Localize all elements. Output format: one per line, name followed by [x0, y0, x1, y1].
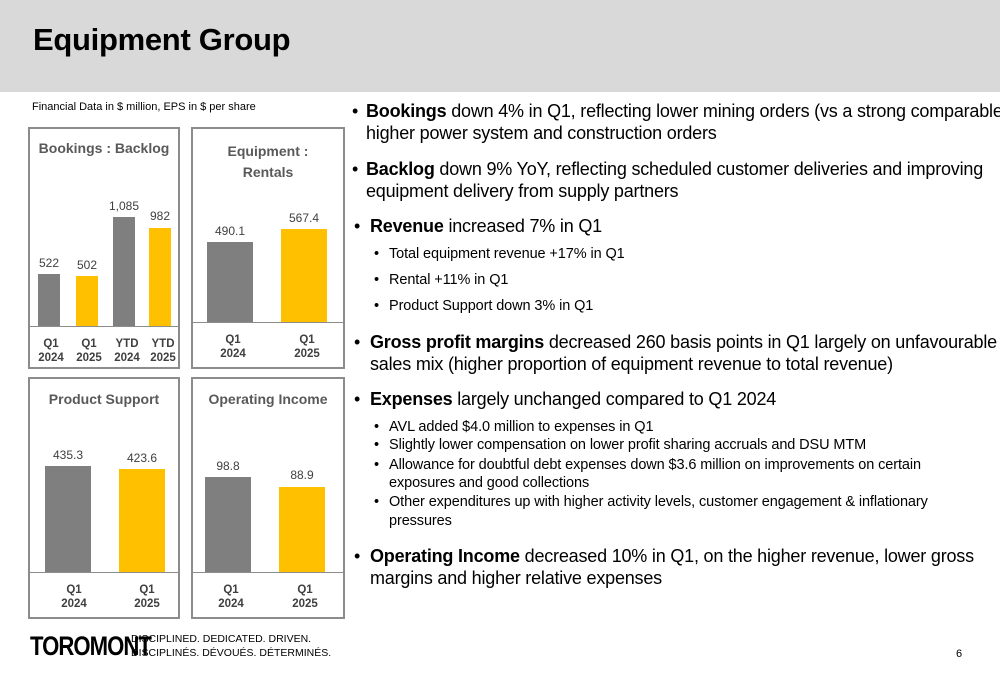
x-axis	[193, 572, 343, 573]
tagline-fr: DISCIPLINÉS. DÉVOUÉS. DÉTERMINÉS.	[131, 647, 332, 659]
value-label: 502	[76, 258, 98, 272]
category-label: Q1 2025	[134, 584, 160, 610]
x-axis	[193, 322, 343, 323]
product-support-chart: Product Support 435.3 423.6 Q1 2024 Q1 202…	[28, 377, 180, 619]
category-label: Q1 2024	[61, 584, 87, 610]
equipment-rentals-chart: Equipment : Rentals 490.1 567.4 Q1 2024 Q…	[191, 127, 345, 369]
bookings-backlog-chart: Bookings : Backlog 522 502 1,085 982 Q1 2…	[28, 127, 180, 369]
value-label: 522	[38, 256, 60, 270]
value-label: 88.9	[290, 468, 314, 482]
value-label: 567.4	[288, 211, 320, 225]
value-label: 1,085	[108, 199, 140, 213]
category-label: Q1 2024	[220, 334, 246, 360]
header-bar	[0, 0, 1000, 92]
category-label: YTD 2024	[114, 338, 140, 364]
chart-title: Operating Income	[208, 391, 328, 407]
category-label: YTD 2025	[150, 338, 176, 364]
bar-q1-2024	[38, 274, 60, 326]
value-label: 98.8	[216, 459, 240, 473]
tagline: DISCIPLINED. DEDICATED. DRIVEN. DISCIPLI…	[131, 632, 331, 660]
operating-income-chart: Operating Income 98.8 88.9 Q1 2024 Q1 2025	[191, 377, 345, 619]
bar-q1-2024	[207, 242, 253, 322]
category-label: Q1 2025	[76, 338, 102, 364]
financial-note: Financial Data in $ million, EPS in $ pe…	[32, 101, 256, 113]
toromont-logo: TOROMONT	[30, 631, 152, 661]
page-number: 6	[956, 648, 963, 660]
bar-q1-2025	[76, 276, 98, 326]
bar-q1-2025	[281, 229, 327, 322]
chart-title: Equipment :	[227, 143, 309, 159]
x-axis	[30, 572, 178, 573]
chart-title: Product Support	[48, 391, 160, 407]
category-label: Q1 2025	[292, 584, 318, 610]
tagline-en: DISCIPLINED. DEDICATED. DRIVEN.	[131, 633, 312, 645]
page-title: Equipment Group	[33, 22, 291, 57]
chart-title: Bookings : Backlog	[38, 140, 170, 156]
category-label: Q1 2025	[294, 334, 320, 360]
bar-q1-2024	[45, 466, 91, 572]
bar-ytd-2025	[149, 228, 171, 326]
value-label: 423.6	[126, 451, 158, 465]
bar-ytd-2024	[113, 217, 135, 326]
value-label: 490.1	[214, 224, 246, 238]
value-label: 982	[149, 209, 171, 223]
bar-q1-2025	[279, 487, 325, 572]
category-label: Q1 2024	[38, 338, 64, 364]
category-label: Q1 2024	[218, 584, 244, 610]
value-label: 435.3	[52, 448, 84, 462]
bar-q1-2024	[205, 477, 251, 572]
chart-title: Rentals	[242, 164, 294, 180]
x-axis	[30, 326, 178, 327]
bar-q1-2025	[119, 469, 165, 572]
